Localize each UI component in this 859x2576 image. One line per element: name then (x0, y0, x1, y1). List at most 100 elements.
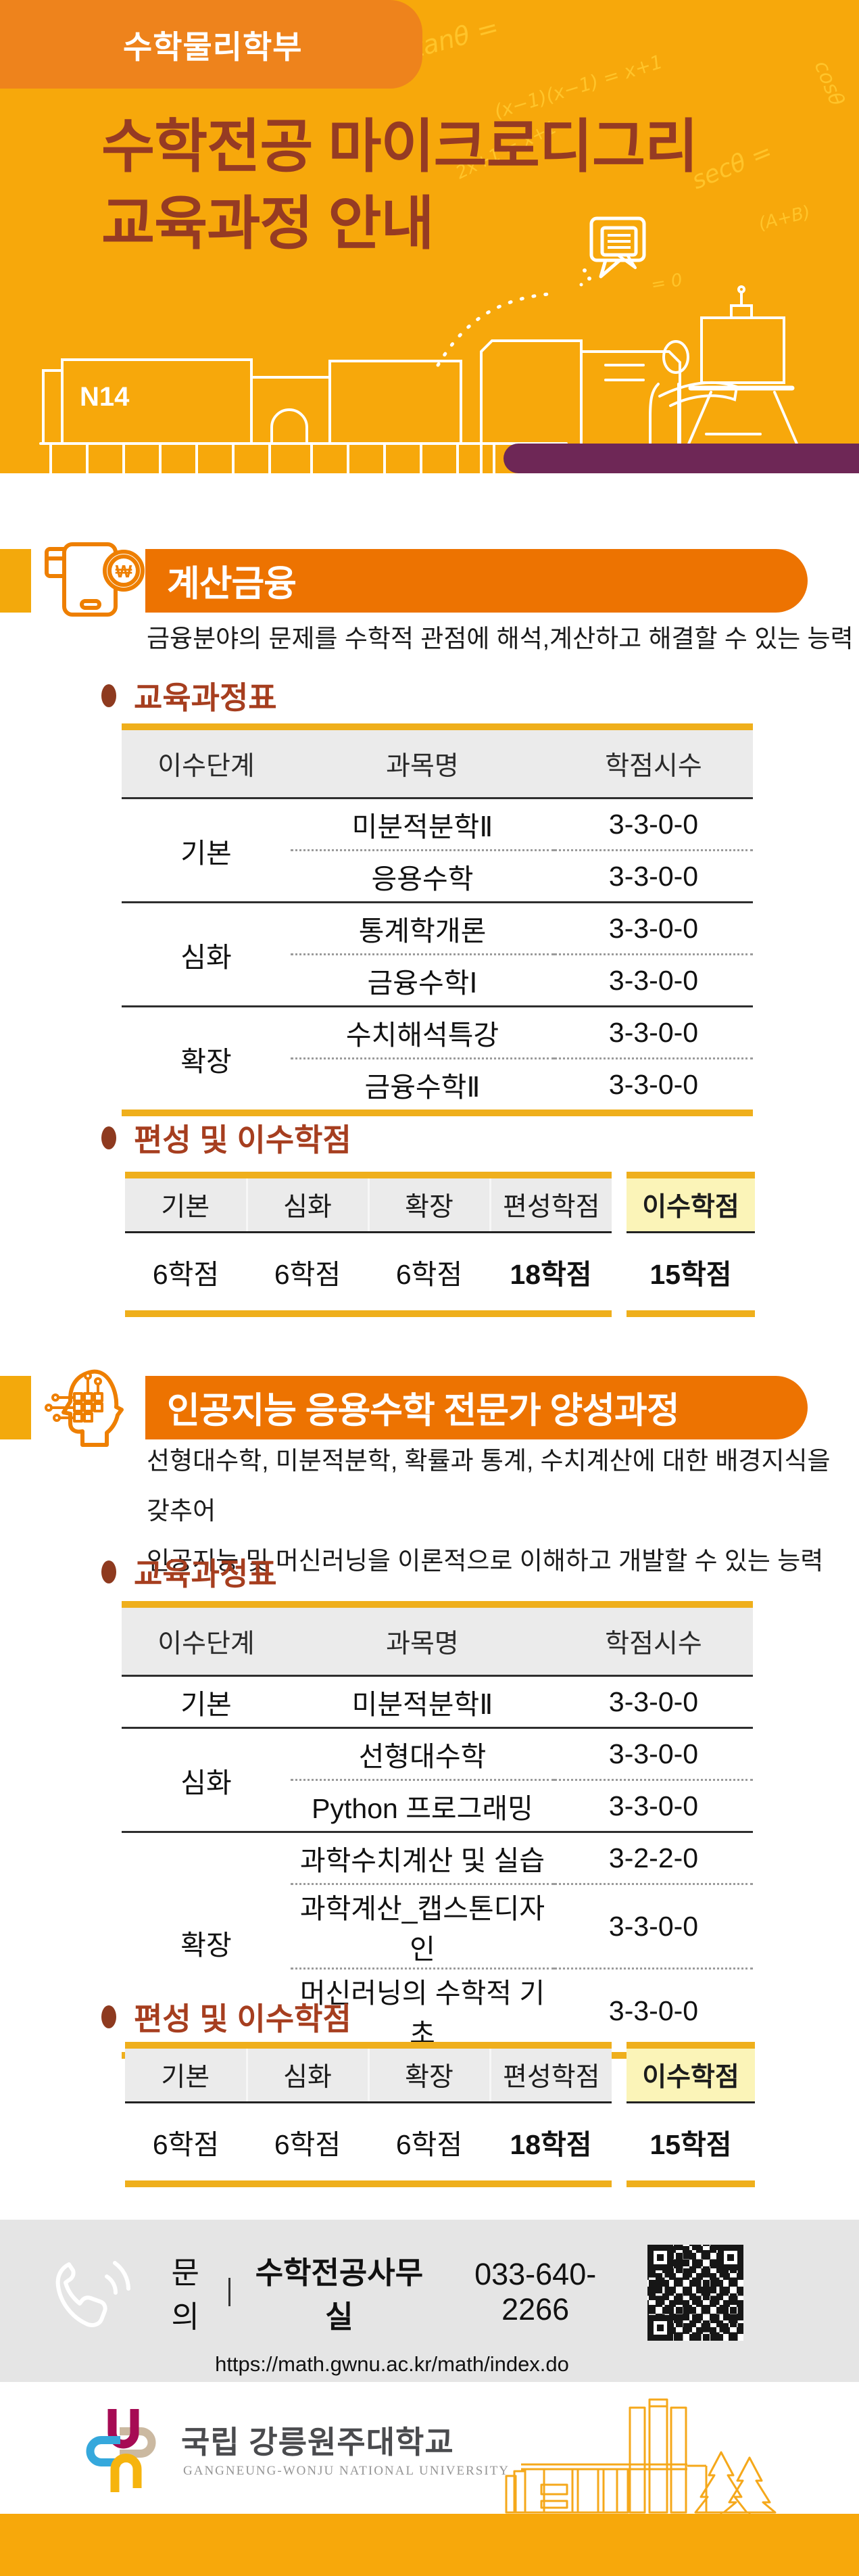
heading-label: 편성 및 이수학점 (134, 1122, 351, 1158)
table-row: 기본 미분적분학Ⅱ 3-3-0-0 (122, 798, 753, 869)
section1-title-banner: 계산금융 (145, 549, 808, 613)
earned-value: 15학점 (649, 2129, 732, 2160)
table-row: 금융수학Ⅰ 3-3-0-0 (122, 953, 753, 1007)
credits-header: 편성학점 (489, 2045, 612, 2103)
ai-head-icon (45, 1369, 124, 1447)
credits-header: 편성학점 (489, 1175, 612, 1233)
qr-finder (718, 2245, 743, 2270)
bullet-icon (101, 684, 116, 707)
page-title: 수학전공 마이크로디그리 교육과정 안내 (101, 108, 698, 263)
table-header-row: 기본 심화 확장 편성학점 (125, 1175, 612, 1233)
table-header-row: 이수학점 (627, 2045, 755, 2103)
credits-value: 18학점 (510, 1259, 592, 1290)
table-row: 확장 수치해석특강 3-3-0-0 (122, 1005, 753, 1113)
section1-curriculum-table: 이수단계 과목명 학점시수 기본 미분적분학Ⅱ 3-3-0-0 응용수학 3-3… (122, 723, 753, 1116)
credits-cell: 3-2-2-0 (554, 1831, 753, 1884)
credits-header: 확장 (367, 2045, 490, 2103)
credits-value: 6학점 (274, 2129, 341, 2160)
stage-cell: 확장 (122, 1831, 291, 2055)
credits-main-table: 기본 심화 확장 편성학점 6학점 6학점 6학점 18학점 (125, 2042, 612, 2187)
section1-credits-heading: 편성 및 이수학점 (101, 1116, 351, 1160)
table-row: 심화 선형대수학 3-3-0-0 (122, 1727, 753, 1832)
phone-icon (55, 2261, 130, 2327)
qr-code (647, 2245, 743, 2341)
heading-label: 편성 및 이수학점 (134, 2001, 351, 2036)
table-row: 심화 통계학개론 3-3-0-0 (122, 901, 753, 1007)
course-cell: Python 프로그래밍 (291, 1779, 554, 1832)
credits-main-table: 기본 심화 확장 편성학점 6학점 6학점 6학점 18학점 (125, 1172, 612, 1317)
phone-number: 033-640-2266 (474, 2257, 597, 2327)
course-cell: 머신러닝의 수학적 기초 (291, 1967, 554, 2055)
credits-value: 18학점 (510, 2129, 592, 2160)
table-row: 6학점 6학점 6학점 18학점 (125, 2103, 612, 2185)
header-hero: tanθ = secθ = cosθ (x−1)(x−1) = x+1 2x+1… (0, 0, 859, 473)
doodle-formula: tanθ = (410, 12, 501, 64)
stage-cell: 심화 (122, 1727, 291, 1832)
doodle-formula: secθ = (688, 138, 777, 195)
section2-credits-heading: 편성 및 이수학점 (101, 1995, 351, 2039)
earned-value: 15학점 (649, 1259, 732, 1290)
credits-cell: 3-3-0-0 (554, 1883, 753, 1969)
table-header-row: 이수단계 과목명 학점시수 (122, 1604, 753, 1677)
qr-finder (647, 2245, 673, 2270)
col-header-stage: 이수단계 (122, 727, 291, 799)
description-line: 금융분야의 문제를 수학적 관점에 해석,계산하고 해결할 수 있는 능력 (147, 625, 854, 652)
course-cell: 미분적분학Ⅱ (351, 1689, 493, 1720)
campus-illustration (39, 285, 802, 473)
section1-curriculum-heading: 교육과정표 (101, 673, 277, 718)
stage-cell: 심화 (122, 901, 291, 1007)
table-row: 15학점 (627, 2103, 755, 2185)
col-header-stage: 이수단계 (122, 1604, 291, 1677)
credits-cell: 3-3-0-0 (554, 1005, 753, 1059)
building-label: N14 (80, 382, 130, 412)
credits-cell: 3-3-0-0 (554, 1727, 753, 1780)
course-cell: 선형대수학 (291, 1727, 554, 1780)
page-title-line1: 수학전공 마이크로디그리 (101, 114, 698, 179)
credits-value: 6학점 (395, 1259, 463, 1290)
section2-description: 선형대수학, 미분적분학, 확률과 통계, 수치계산에 대한 배경지식을 갖추어… (147, 1436, 859, 1586)
divider (228, 2278, 230, 2306)
table-row: 15학점 (627, 1233, 755, 1314)
credits-header: 심화 (245, 2045, 368, 2103)
course-cell: 과학계산_캡스톤디자인 (291, 1883, 554, 1969)
section1-credits-tables: 기본 심화 확장 편성학점 6학점 6학점 6학점 18학점 이수학점 15학점 (125, 1172, 755, 1317)
campus-building-illustration (505, 2398, 777, 2514)
table-header-row: 이수단계 과목명 학점시수 (122, 727, 753, 799)
credits-value: 6학점 (274, 1259, 341, 1290)
credits-cell: 3-3-0-0 (608, 1686, 699, 1717)
doodle-formula: cosθ (810, 57, 849, 110)
table-header-row: 이수학점 (627, 1175, 755, 1233)
credits-header: 기본 (125, 2045, 247, 2103)
credits-cell: 3-3-0-0 (608, 808, 699, 840)
page-title-line2: 교육과정 안내 (101, 191, 435, 257)
qr-finder (647, 2315, 673, 2341)
col-header-credits: 학점시수 (554, 1604, 753, 1677)
table-row: 응용수학 3-3-0-0 (122, 849, 753, 903)
col-header-credits: 학점시수 (554, 727, 753, 799)
bullet-icon (101, 1126, 116, 1149)
course-cell: 통계학개론 (291, 901, 554, 955)
table-row: 확장 과학수치계산 및 실습 3-2-2-0 (122, 1831, 753, 2055)
course-cell: 금융수학Ⅰ (291, 953, 554, 1007)
course-cell: 응용수학 (291, 849, 554, 903)
heading-label: 교육과정표 (134, 680, 277, 715)
credits-value: 6학점 (395, 2129, 463, 2160)
earned-header: 이수학점 (627, 1175, 755, 1233)
finance-phone-icon: ₩ (45, 542, 145, 617)
doodle-formula: = 0 (649, 270, 684, 295)
credits-cell: 3-3-0-0 (554, 1779, 753, 1832)
description-line: 선형대수학, 미분적분학, 확률과 통계, 수치계산에 대한 배경지식을 갖추어 (147, 1447, 831, 1525)
credits-cell: 3-3-0-0 (554, 1967, 753, 2055)
table-row: Python 프로그래밍 3-3-0-0 (122, 1779, 753, 1832)
credits-header: 기본 (125, 1175, 247, 1233)
speech-bubble-icon (436, 216, 646, 367)
credits-header: 심화 (245, 1175, 368, 1233)
stage-cell: 확장 (122, 1005, 291, 1113)
header-decoration: tanθ = secθ = cosθ (x−1)(x−1) = x+1 2x+1… (39, 12, 849, 473)
won-symbol: ₩ (116, 561, 132, 581)
section2-title-banner: 인공지능 응용수학 전문가 양성과정 (145, 1376, 808, 1439)
university-name-en: GANGNEUNG-WONJU NATIONAL UNIVERSITY (183, 2464, 510, 2478)
stage-cell: 기본 (180, 1689, 232, 1720)
table-header-row: 기본 심화 확장 편성학점 (125, 2045, 612, 2103)
inquiry-label: 문의 (171, 2256, 199, 2334)
